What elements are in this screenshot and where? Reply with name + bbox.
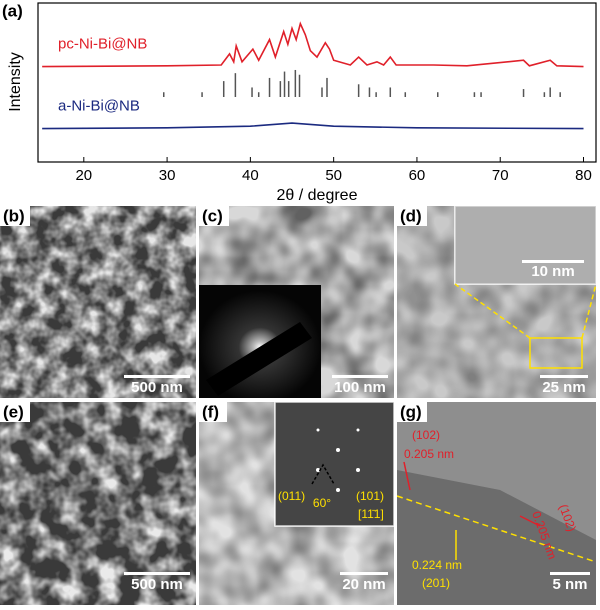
tem-image [199,401,395,605]
data-line [42,21,584,68]
scale-bar-label: 5 nm [552,576,587,593]
annotation: (101) [356,489,384,503]
sem-image [0,206,196,398]
xrd-chart: 20 30 40 50 60 70 80 pc-Ni-Bi@NB a-Ni-Bi@NB [42,21,592,184]
plot-frame [37,2,597,163]
x-tick-label: 40 [242,167,259,184]
annotation: (011) [278,489,305,503]
scale-bar-label: 20 nm [342,576,385,593]
x-tick-label: 80 [575,167,592,184]
scale-bar-label: 500 nm [131,576,183,593]
tem-image [199,206,394,398]
legend-label: a-Ni-Bi@NB [58,98,140,115]
data-line [42,122,584,130]
legend-label: pc-Ni-Bi@NB [58,36,147,53]
tem-image [397,205,597,398]
x-tick-label: 30 [159,167,176,184]
tem-image [396,402,597,605]
x-tick-label: 60 [409,167,426,184]
y-axis-label: Intensity [7,52,24,112]
panel-label: (g) [400,402,422,421]
annotation: (201) [422,576,450,590]
panel-label: (e) [3,402,24,421]
x-axis-label: 2θ / degree [277,187,358,204]
x-tick-label: 50 [325,167,342,184]
panel-label: (f) [202,402,219,421]
annotation: 0.224 nm [412,558,462,572]
panel-label: (b) [3,206,25,225]
panel-label: (d) [400,206,422,225]
panel-label: (c) [202,206,223,225]
annotation: 60° [313,496,331,510]
panel-label: (a) [2,1,23,20]
scale-bar-label: 10 nm [531,263,574,280]
annotation: [11̄1] [358,507,384,521]
x-tick-label: 20 [75,167,92,184]
sem-image [0,402,196,605]
x-tick-label: 70 [492,167,509,184]
annotation: (102) [412,428,440,442]
scale-bar-label: 500 nm [131,379,183,396]
scale-bar-label: 100 nm [334,379,386,396]
scale-bar-label: 25 nm [542,379,585,396]
annotation: 0.205 nm [404,447,454,461]
